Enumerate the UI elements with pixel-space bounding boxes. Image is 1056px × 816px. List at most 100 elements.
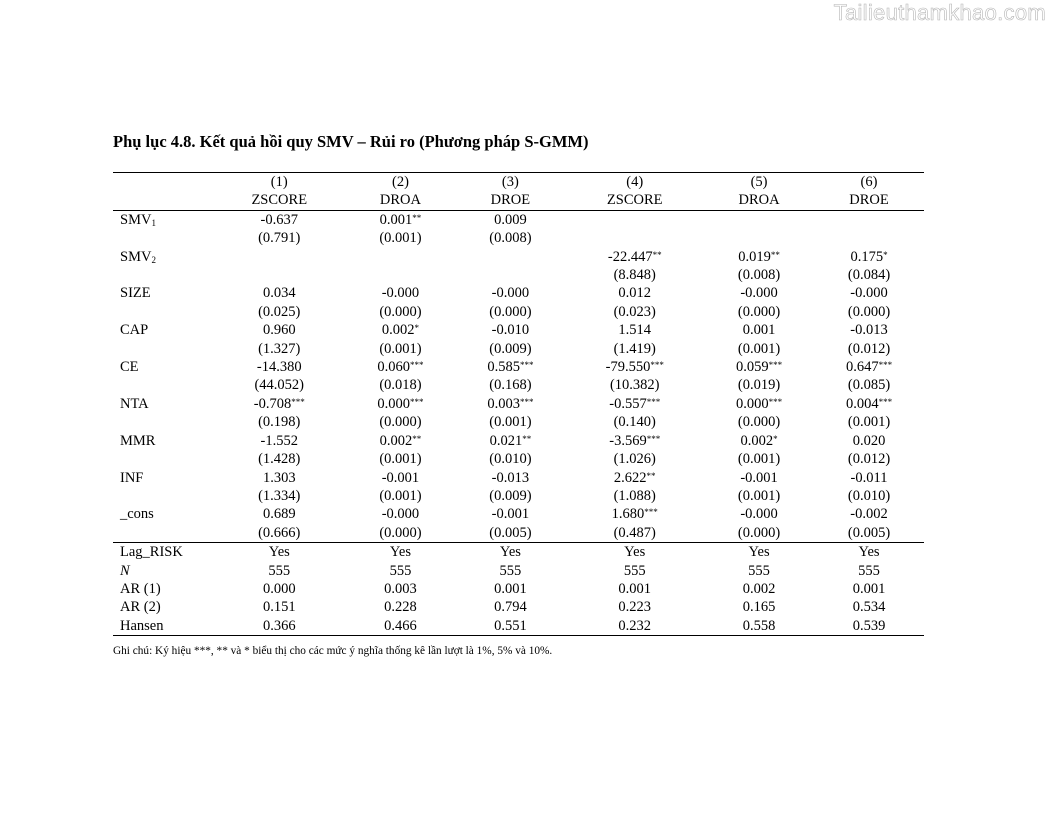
standard-error-cell: (0.000) — [489, 303, 532, 320]
coefficient-cell: -0.011 — [814, 469, 924, 487]
statistic-value: Yes — [213, 542, 346, 562]
column-number: (5) — [704, 172, 815, 192]
standard-error-cell: (0.019) — [737, 377, 781, 394]
label-blank — [113, 487, 213, 505]
significance-stars: *** — [644, 507, 658, 518]
coefficient-value: -0.557 — [609, 395, 647, 412]
coefficient-cell — [704, 210, 814, 229]
variable-subscript: 1 — [151, 217, 156, 228]
statistic-value: 0.534 — [852, 599, 886, 616]
significance-stars: *** — [646, 433, 661, 444]
label-blank — [113, 229, 213, 247]
coefficient-value: -0.000 — [381, 506, 420, 523]
variable-name: NTA — [120, 395, 149, 412]
statistic-label: Hansen — [113, 616, 213, 637]
coefficient-value: 0.034 — [262, 285, 296, 302]
coefficient-value: 0.002 — [379, 432, 413, 449]
standard-error-cell — [346, 266, 456, 284]
statistic-value: 0.232 — [565, 616, 705, 637]
coefficient-value: -0.000 — [740, 506, 778, 523]
column-number: (3) — [455, 172, 566, 192]
standard-error-cell: (1.327) — [258, 340, 301, 357]
statistic-value: Yes — [565, 542, 705, 562]
statistic-value: 0.001 — [618, 580, 652, 597]
standard-error-cell: (1.088) — [613, 487, 656, 504]
coefficient-cell: -0.001 — [346, 469, 456, 487]
coefficient-cell: 1.303 — [213, 469, 346, 487]
coefficient-value: 0.009 — [494, 211, 527, 228]
coefficient-cell: -0.557*** — [565, 395, 704, 413]
coefficient-cell: 0.689 — [213, 505, 346, 523]
standard-error-cell: (0.000) — [737, 524, 781, 541]
standard-error-cell: (0.001) — [737, 487, 781, 504]
coefficient-cell: 0.059*** — [704, 358, 814, 376]
statistic-value: 0.228 — [384, 599, 417, 616]
coefficient-cell: 0.175* — [814, 248, 924, 266]
statistic-label: AR (1) — [120, 580, 161, 597]
coefficient-value: 0.689 — [262, 506, 296, 523]
statistic-row: Hansen 0.366 0.466 0.551 0.232 0.558 0.539 — [113, 616, 924, 637]
variable-name: SMV — [120, 248, 152, 265]
header-blank — [113, 191, 213, 211]
coefficient-cell: -0.000 — [455, 284, 565, 302]
statistic-label: Lag_RISK — [113, 542, 213, 562]
standard-error-cell: (0.025) — [258, 303, 301, 320]
coefficient-cell: -0.000 — [704, 505, 814, 523]
standard-error-cell: (0.001) — [737, 340, 781, 357]
standard-error-cell: (0.001) — [737, 451, 781, 468]
coefficient-cell: 0.960 — [213, 321, 346, 339]
coefficient-value: -22.447 — [607, 248, 653, 265]
coefficient-cell: -0.013 — [455, 469, 565, 487]
standard-error-cell: (0.666) — [258, 524, 301, 541]
header-row-dependent: ZSCORE DROA DROE ZSCORE DROA DROE — [113, 191, 924, 211]
coefficient-value: 0.003 — [487, 395, 520, 412]
coefficient-value: -0.010 — [491, 322, 530, 339]
standard-error-cell: (0.001) — [847, 414, 891, 431]
statistic-label: N — [120, 562, 130, 579]
significance-stars: ** — [522, 433, 532, 444]
coefficient-cell: 0.060*** — [346, 358, 456, 376]
coefficient-value: 0.020 — [852, 432, 886, 449]
coefficient-row: CAP 0.960 0.002* -0.010 1.514 0.001 -0.013 — [113, 321, 924, 339]
significance-stars: ** — [652, 249, 662, 260]
coefficient-value: 0.001 — [742, 322, 776, 339]
label-blank — [113, 376, 213, 394]
coefficient-value: 1.680 — [611, 506, 645, 523]
significance-stars: * — [883, 249, 888, 260]
coefficient-cell: 0.001** — [346, 210, 456, 229]
standard-error-cell: (0.012) — [847, 340, 891, 357]
standard-error-cell — [704, 229, 814, 247]
variable-label: SMV1 — [113, 210, 213, 229]
statistic-value: 0.794 — [494, 599, 527, 616]
significance-stars: *** — [410, 360, 424, 371]
standard-error-cell: (0.005) — [489, 524, 532, 541]
coefficient-value: -0.013 — [491, 469, 530, 486]
standard-error-cell: (1.428) — [258, 451, 301, 468]
variable-label: SIZE — [113, 284, 213, 302]
coefficient-value: 1.303 — [262, 469, 296, 486]
coefficient-value: 0.960 — [262, 322, 296, 339]
standard-error-cell: (0.001) — [379, 340, 422, 357]
dependent-variable: DROE — [455, 191, 566, 211]
coefficient-cell: -0.708*** — [213, 395, 346, 413]
significance-stars: *** — [291, 396, 305, 407]
coefficient-value: -0.002 — [850, 506, 888, 523]
coefficient-cell: -14.380 — [213, 358, 346, 376]
variable-label: SMV2 — [113, 248, 213, 266]
coefficient-value: -0.000 — [381, 285, 420, 302]
coefficient-cell: 0.002* — [704, 432, 814, 450]
standard-error-row: (0.025) (0.000) (0.000) (0.023) (0.000) (0.00… — [113, 303, 924, 321]
significance-stars: *** — [878, 360, 893, 371]
standard-error-cell: (0.009) — [489, 340, 532, 357]
coefficient-row: _cons 0.689 -0.000 -0.001 1.680*** -0.000 -0.0… — [113, 505, 924, 523]
significance-stars: *** — [878, 396, 893, 407]
coefficient-value: -0.013 — [850, 322, 888, 339]
variable-name: CAP — [120, 322, 149, 339]
significance-stars: *** — [519, 396, 534, 407]
standard-error-cell: (0.001) — [489, 414, 532, 431]
variable-name: INF — [120, 469, 144, 486]
standard-error-row: (0.198) (0.000) (0.001) (0.140) (0.000) (0.00… — [113, 413, 924, 431]
variable-label: NTA — [113, 395, 213, 413]
standard-error-cell: (0.001) — [379, 487, 422, 504]
statistic-value: 0.001 — [494, 580, 527, 597]
